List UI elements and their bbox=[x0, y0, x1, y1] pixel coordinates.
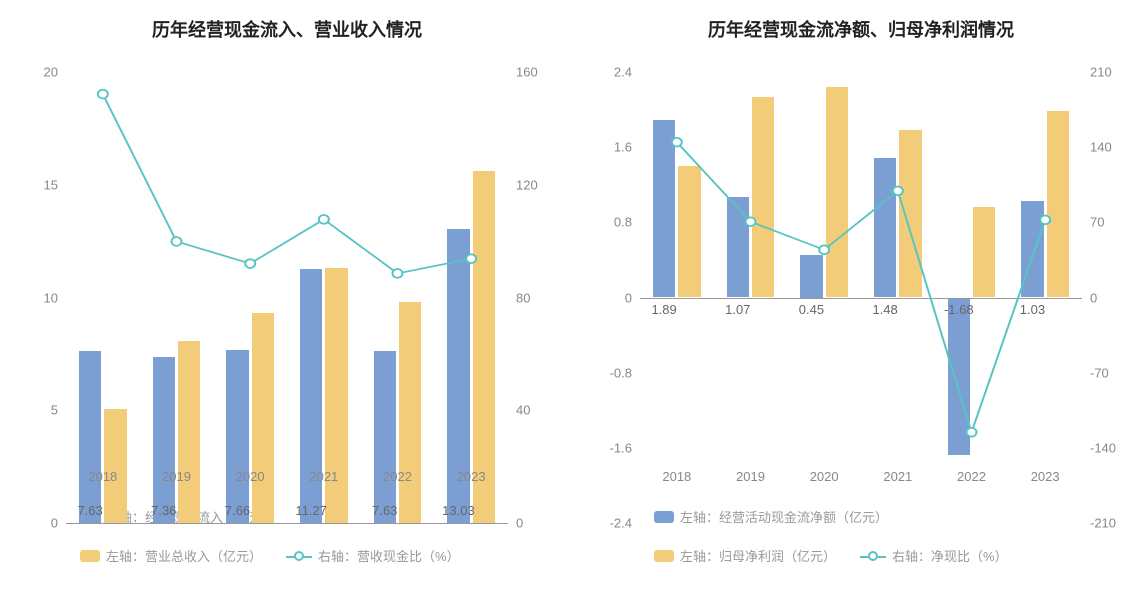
right-chart-area: -2.4-1.6-0.800.81.62.4-210-140-700701402… bbox=[594, 62, 1128, 495]
x-tick: 2018 bbox=[662, 469, 691, 484]
legend-swatch-bar bbox=[654, 511, 674, 523]
legend-swatch-line bbox=[286, 549, 312, 563]
left-chart-plot: 05101520040801201607.637.367.6611.277.63… bbox=[66, 72, 508, 465]
bar-value-label: 7.63 bbox=[77, 503, 102, 518]
y-left-tick: -0.8 bbox=[610, 365, 632, 380]
x-tick: 2018 bbox=[88, 469, 117, 484]
left-chart-xticks: 2018 2019 2020 2021 2022 2023 bbox=[66, 469, 508, 489]
y-left-tick: 5 bbox=[51, 403, 58, 418]
bar-value-label: 13.03 bbox=[442, 503, 475, 518]
y-right-tick: -140 bbox=[1090, 440, 1116, 455]
y-left-tick: 1.6 bbox=[614, 140, 632, 155]
y-right-tick: -70 bbox=[1090, 365, 1109, 380]
legend-label: 右轴：营收现金比（%） bbox=[318, 546, 460, 565]
right-chart-plot: -2.4-1.6-0.800.81.62.4-210-140-700701402… bbox=[640, 72, 1082, 465]
y-right-tick: 0 bbox=[516, 516, 523, 531]
bar-value-label: 7.63 bbox=[372, 503, 397, 518]
x-tick: 2020 bbox=[810, 469, 839, 484]
legend-item: 左轴：经营活动现金流净额（亿元） bbox=[654, 507, 888, 526]
legend-item: 右轴：净现比（%） bbox=[860, 546, 1008, 565]
legend-label: 右轴：净现比（%） bbox=[892, 546, 1008, 565]
y-right-tick: -210 bbox=[1090, 516, 1116, 531]
legend-item: 左轴：营业总收入（亿元） bbox=[80, 546, 262, 565]
y-left-tick: -1.6 bbox=[610, 440, 632, 455]
x-tick: 2022 bbox=[957, 469, 986, 484]
y-right-tick: 140 bbox=[1090, 140, 1112, 155]
x-tick: 2021 bbox=[883, 469, 912, 484]
y-left-tick: 15 bbox=[44, 177, 58, 192]
y-left-tick: 0 bbox=[51, 516, 58, 531]
left-chart-title: 历年经营现金流入、营业收入情况 bbox=[20, 16, 554, 42]
x-tick: 2023 bbox=[457, 469, 486, 484]
y-right-tick: 0 bbox=[1090, 290, 1097, 305]
y-right-tick: 160 bbox=[516, 65, 538, 80]
right-chart-panel: 历年经营现金流净额、归母净利润情况 -2.4-1.6-0.800.81.62.4… bbox=[594, 10, 1128, 569]
line-series bbox=[640, 72, 1082, 465]
bar-value-label: 11.27 bbox=[295, 503, 327, 518]
y-left-tick: 20 bbox=[44, 65, 58, 80]
y-right-tick: 40 bbox=[516, 403, 530, 418]
y-left-tick: 0.8 bbox=[614, 215, 632, 230]
bar-value-label: 0.45 bbox=[799, 302, 824, 317]
y-right-tick: 70 bbox=[1090, 215, 1104, 230]
legend-item: 左轴：归母净利润（亿元） bbox=[654, 546, 836, 565]
x-tick: 2019 bbox=[162, 469, 191, 484]
bar-value-label: 1.89 bbox=[651, 302, 676, 317]
y-left-tick: 0 bbox=[625, 290, 632, 305]
x-tick: 2019 bbox=[736, 469, 765, 484]
y-left-tick: 10 bbox=[44, 290, 58, 305]
legend-swatch-bar bbox=[654, 550, 674, 562]
charts-wrapper: 历年经营现金流入、营业收入情况 05101520040801201607.637… bbox=[0, 0, 1148, 589]
bar-value-label: 1.48 bbox=[872, 302, 897, 317]
legend-label: 左轴：营业总收入（亿元） bbox=[106, 546, 262, 565]
legend-label: 左轴：归母净利润（亿元） bbox=[680, 546, 836, 565]
bar-value-label: 1.03 bbox=[1020, 302, 1045, 317]
bar-value-label: 7.36 bbox=[151, 503, 176, 518]
x-tick: 2020 bbox=[236, 469, 265, 484]
line-series bbox=[66, 72, 508, 465]
legend-swatch-line bbox=[860, 549, 886, 563]
bar-value-label: 7.66 bbox=[225, 503, 250, 518]
left-chart-area: 05101520040801201607.637.367.6611.277.63… bbox=[20, 62, 554, 495]
right-chart-legend: 左轴：经营活动现金流净额（亿元） 左轴：归母净利润（亿元） 右轴：净现比（%） bbox=[594, 503, 1128, 569]
right-chart-title: 历年经营现金流净额、归母净利润情况 bbox=[594, 16, 1128, 42]
left-chart-panel: 历年经营现金流入、营业收入情况 05101520040801201607.637… bbox=[20, 10, 554, 569]
y-left-tick: 2.4 bbox=[614, 65, 632, 80]
bar-value-label: -1.68 bbox=[944, 302, 974, 317]
y-right-tick: 80 bbox=[516, 290, 530, 305]
y-right-tick: 120 bbox=[516, 177, 538, 192]
legend-label: 左轴：经营活动现金流净额（亿元） bbox=[680, 507, 888, 526]
bar-value-label: 1.07 bbox=[725, 302, 750, 317]
right-chart-xticks: 2018 2019 2020 2021 2022 2023 bbox=[640, 469, 1082, 489]
x-tick: 2021 bbox=[309, 469, 338, 484]
x-tick: 2023 bbox=[1031, 469, 1060, 484]
x-tick: 2022 bbox=[383, 469, 412, 484]
legend-swatch-bar bbox=[80, 550, 100, 562]
y-right-tick: 210 bbox=[1090, 65, 1112, 80]
y-left-tick: -2.4 bbox=[610, 516, 632, 531]
legend-item: 右轴：营收现金比（%） bbox=[286, 546, 460, 565]
